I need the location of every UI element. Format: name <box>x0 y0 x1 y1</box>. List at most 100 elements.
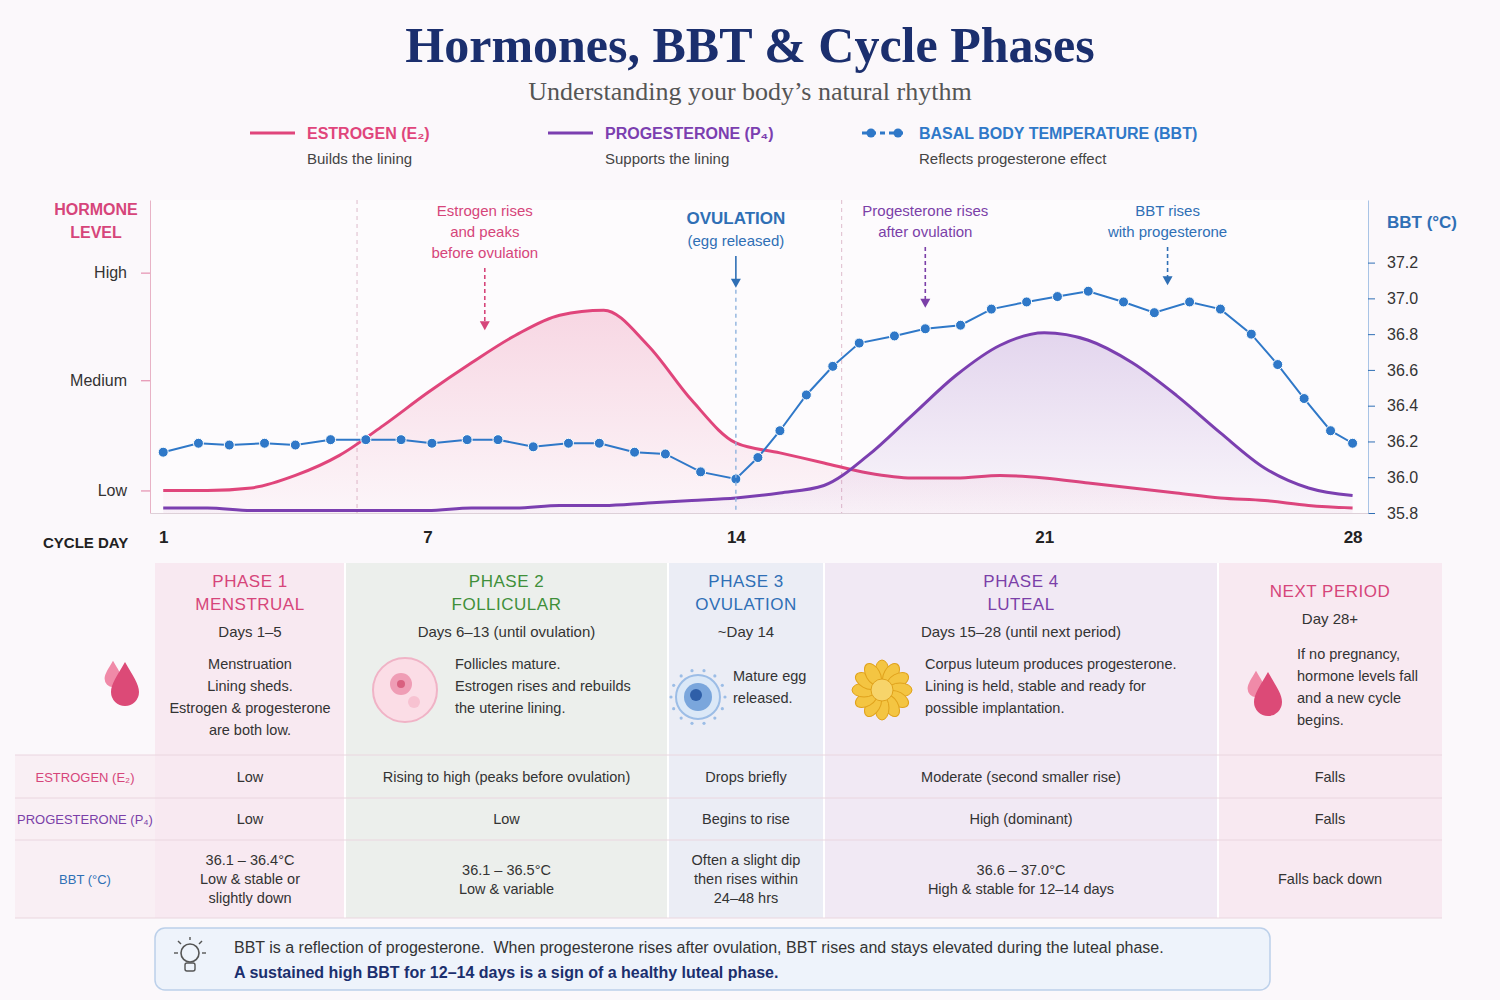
icon-bulb <box>189 937 190 940</box>
phase-icon <box>852 660 912 720</box>
icon-bulb <box>199 941 202 944</box>
annotation-arrowhead <box>731 279 741 288</box>
series-marker <box>986 304 996 314</box>
phase-days: Days 1–5 <box>218 623 281 640</box>
phase-title: LUTEAL <box>987 595 1054 614</box>
y2-tick-mark <box>1368 441 1375 442</box>
icon-egg <box>721 684 724 687</box>
y2-tick: 35.8 <box>1368 505 1418 522</box>
y2-tick: 36.0 <box>1368 469 1418 486</box>
series-marker <box>1348 438 1358 448</box>
series-marker <box>427 438 437 448</box>
phase-days: Days 6–13 (until ovulation) <box>418 623 596 640</box>
annotation-arrow <box>1167 247 1169 277</box>
table-cell: Falls back down <box>1278 871 1382 887</box>
phase-description: Menstruation <box>208 656 292 672</box>
background <box>0 0 1500 1000</box>
series-marker <box>1083 286 1093 296</box>
y-axis-line <box>150 201 151 514</box>
y2-tick-mark <box>1368 370 1375 371</box>
icon-drop <box>1254 672 1282 716</box>
phase-icon <box>669 669 726 725</box>
series-marker <box>361 435 371 445</box>
phase-title: MENSTRUAL <box>195 595 304 614</box>
legend-item: BASAL BODY TEMPERATURE (BBT)Reflects pro… <box>862 125 1197 167</box>
y2-axis: 35.836.036.236.436.636.837.037.2 <box>1368 201 1418 522</box>
phase-icon <box>105 661 139 706</box>
x-tick-label: 28 <box>1344 528 1363 547</box>
table-cell: Low <box>237 769 264 785</box>
y-axis: LowMediumHigh <box>70 201 150 514</box>
icon-egg <box>713 717 716 720</box>
phase-description: Lining sheds. <box>207 678 292 694</box>
series-marker <box>956 320 966 330</box>
y2-tick-label: 36.4 <box>1387 397 1418 414</box>
legend-description: Reflects progesterone effect <box>919 150 1107 167</box>
y-axis-title-line: LEVEL <box>70 224 122 241</box>
y2-tick-label: 37.2 <box>1387 254 1418 271</box>
series-marker <box>193 438 203 448</box>
series-marker <box>854 338 864 348</box>
icon-flower <box>871 679 893 701</box>
series-area <box>163 310 1352 513</box>
x-axis-line <box>151 513 1369 514</box>
phase-title: NEXT PERIOD <box>1270 582 1390 601</box>
column-separator <box>344 563 346 918</box>
phase: PHASE 4LUTEALDays 15–28 (until next peri… <box>852 572 1176 720</box>
legend-description: Supports the lining <box>605 150 729 167</box>
phase-icon <box>373 658 437 722</box>
phase-days: ~Day 14 <box>718 623 774 640</box>
phase-description: Corpus luteum produces progesterone. <box>925 656 1176 672</box>
table-cell: Low <box>237 811 264 827</box>
y2-tick-label: 36.8 <box>1387 326 1418 343</box>
annotation-text: BBT rises <box>1135 202 1200 219</box>
table-cell: High (dominant) <box>969 811 1072 827</box>
table-cell: then rises within <box>694 871 798 887</box>
phase-title: PHASE 4 <box>983 572 1058 591</box>
icon-egg <box>684 683 712 711</box>
phase-description: possible implantation. <box>925 700 1064 716</box>
y2-tick-label: 37.0 <box>1387 290 1418 307</box>
footer-emphasis: A sustained high BBT for 12–14 days is a… <box>234 964 778 981</box>
icon-egg <box>723 695 726 698</box>
x-tick: 14 <box>727 513 746 547</box>
table-cell: Low & stable or <box>200 871 300 887</box>
y-tick-label: Medium <box>70 372 127 389</box>
footer-note: BBT is a reflection of progesterone. Whe… <box>234 939 1164 956</box>
y2-tick-mark <box>1368 477 1375 478</box>
series-marker <box>563 438 573 448</box>
phase-table: PHASE 1MENSTRUALDays 1–5MenstruationLini… <box>15 563 1442 918</box>
y-tick-label: High <box>94 264 127 281</box>
annotation: OVULATION (egg released) <box>686 209 785 513</box>
icon-egg <box>676 675 720 719</box>
series-marker <box>1052 292 1062 302</box>
icon-egg <box>690 689 702 701</box>
series-marker <box>1149 308 1159 318</box>
phase-column <box>155 563 345 918</box>
icon-egg <box>672 707 675 710</box>
icon-bulb <box>185 963 195 971</box>
phase: NEXT PERIODDay 28+If no pregnancy,hormon… <box>1248 582 1418 728</box>
y-tick-mark <box>141 380 150 381</box>
phase-description: begins. <box>1297 712 1344 728</box>
phase-days: Day 28+ <box>1302 610 1359 627</box>
annotation-arrow <box>924 247 926 300</box>
icon-egg <box>680 717 683 720</box>
series-line <box>163 291 1352 479</box>
y2-tick: 36.6 <box>1368 362 1418 379</box>
table-cell: High & stable for 12–14 days <box>928 881 1114 897</box>
annotation-title: OVULATION <box>686 209 785 228</box>
phase-title: FOLLICULAR <box>452 595 562 614</box>
annotation-text: (egg released) <box>688 232 785 249</box>
x-tick: 7 <box>423 513 432 547</box>
series-marker <box>920 324 930 334</box>
phase-column <box>1218 563 1442 918</box>
x-tick: 1 <box>159 513 168 547</box>
legend-marker <box>894 129 903 138</box>
y2-axis-title: BBT (°C) <box>1387 213 1457 232</box>
y2-tick-mark <box>1368 298 1375 299</box>
icon-drop <box>111 662 139 706</box>
table-cell: Drops briefly <box>705 769 787 785</box>
series-marker <box>1022 297 1032 307</box>
icon-bulb <box>178 941 181 944</box>
